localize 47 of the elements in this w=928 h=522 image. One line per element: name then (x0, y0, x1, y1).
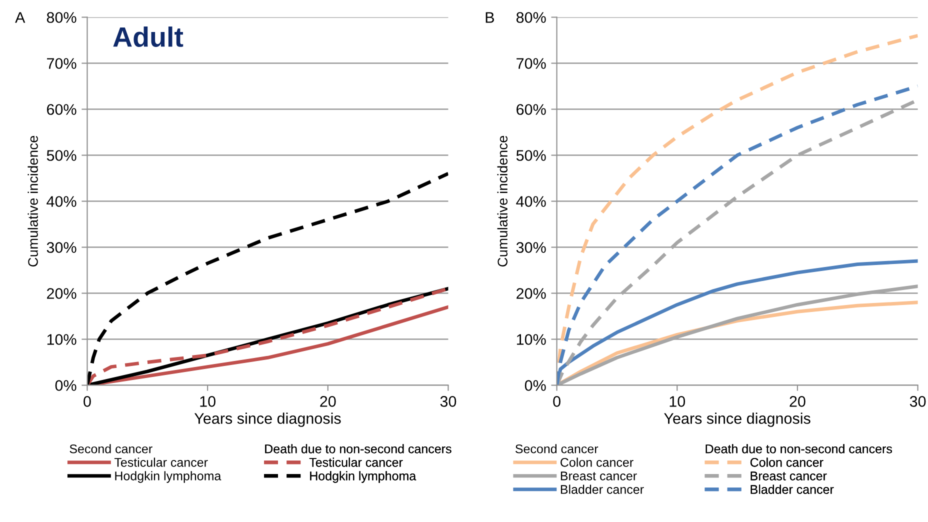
x-axis-title: Years since diagnosis (664, 412, 810, 427)
text: Death due to non-second cancers (265, 444, 452, 454)
legend-label: Testicular cancer (309, 458, 403, 467)
y-tick-label: 50% (46, 150, 76, 161)
y-tick-label: 40% (516, 196, 546, 207)
legend-label: Colon cancer (750, 458, 824, 467)
x-tick-label: 20 (320, 396, 336, 407)
legend-label: Colon cancer (560, 458, 634, 467)
y-tick-label: 50% (516, 150, 546, 161)
chart-title: Adult (113, 26, 184, 47)
y-axis-title: Cumulative incidence (497, 136, 508, 267)
y-tick-label: 10% (516, 334, 546, 345)
y-tick-label: 20% (516, 288, 546, 299)
y-tick-label: 0% (524, 380, 546, 391)
y-tick-label: 80% (516, 12, 546, 23)
y-tick-label: 30% (46, 242, 76, 253)
x-tick-label: 10 (200, 396, 216, 407)
y-tick-label: 80% (46, 12, 76, 23)
legend-label: Breast cancer (750, 472, 827, 480)
text: Death due to non-second cancers (706, 444, 892, 454)
x-axis-title: Years since diagnosis (194, 412, 341, 427)
y-axis-title: Cumulative incidence (28, 136, 38, 267)
legend-label: Testicular cancer (114, 458, 208, 467)
x-tick-label: 30 (440, 396, 456, 407)
x-tick-label: 10 (670, 396, 686, 407)
y-tick-label: 60% (47, 104, 76, 115)
x-tick-label: 20 (790, 396, 806, 407)
x-tick-label: 0 (84, 396, 91, 407)
x-tick-label: 0 (553, 396, 560, 407)
y-tick-label: 40% (46, 196, 76, 207)
x-tick-label: 30 (910, 396, 926, 407)
y-tick-label: 70% (516, 58, 546, 69)
y-tick-label: 0% (55, 380, 76, 391)
text: Second cancer (70, 444, 152, 454)
text: Second cancer (515, 444, 598, 454)
y-tick-label: 30% (516, 242, 546, 253)
y-tick-label: 60% (516, 104, 546, 115)
legend-label: Hodgkin lymphoma (310, 471, 416, 483)
legend-label: Bladder cancer (750, 484, 834, 494)
y-tick-label: 10% (47, 334, 76, 345)
text: A (15, 12, 26, 23)
y-tick-label: 70% (47, 58, 76, 69)
legend-label: Breast cancer (560, 472, 637, 480)
legend-label: Hodgkin lymphoma (115, 471, 222, 483)
y-tick-label: 20% (47, 288, 76, 299)
legend-label: Bladder cancer (560, 484, 644, 494)
text: B (486, 12, 494, 23)
